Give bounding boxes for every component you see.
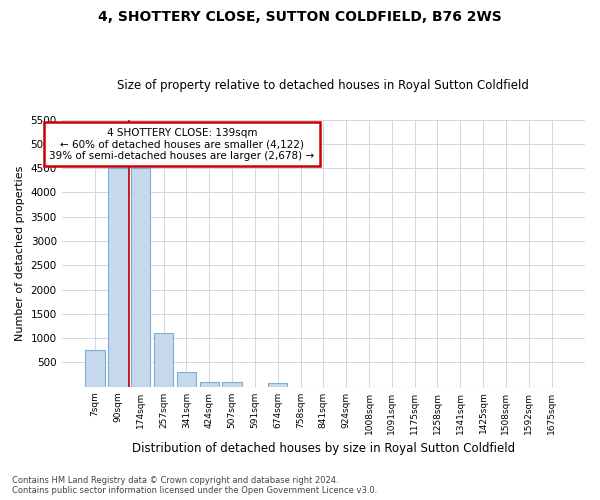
- Title: Size of property relative to detached houses in Royal Sutton Coldfield: Size of property relative to detached ho…: [118, 79, 529, 92]
- Bar: [108, 168, 128, 386]
- X-axis label: Distribution of detached houses by size in Royal Sutton Coldfield: Distribution of detached houses by size …: [132, 442, 515, 455]
- Text: Contains HM Land Registry data © Crown copyright and database right 2024.
Contai: Contains HM Land Registry data © Crown c…: [12, 476, 377, 495]
- Text: 4 SHOTTERY CLOSE: 139sqm
← 60% of detached houses are smaller (4,122)
39% of sem: 4 SHOTTERY CLOSE: 139sqm ← 60% of detach…: [49, 128, 314, 161]
- Text: 4, SHOTTERY CLOSE, SUTTON COLDFIELD, B76 2WS: 4, SHOTTERY CLOSE, SUTTON COLDFIELD, B76…: [98, 10, 502, 24]
- Bar: [268, 384, 287, 386]
- Bar: [131, 168, 151, 386]
- Bar: [177, 372, 196, 386]
- Y-axis label: Number of detached properties: Number of detached properties: [15, 166, 25, 341]
- Bar: [223, 382, 242, 386]
- Bar: [200, 382, 219, 386]
- Bar: [85, 350, 105, 386]
- Bar: [154, 334, 173, 386]
